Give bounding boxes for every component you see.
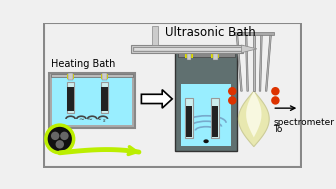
Bar bbox=[68, 87, 74, 111]
Bar bbox=[67, 82, 74, 113]
Bar bbox=[49, 73, 135, 128]
Bar bbox=[100, 74, 108, 79]
Bar bbox=[186, 106, 192, 137]
Circle shape bbox=[60, 132, 69, 140]
Bar bbox=[133, 46, 243, 51]
Bar bbox=[134, 48, 243, 50]
Text: spectrometer: spectrometer bbox=[273, 118, 334, 127]
Polygon shape bbox=[246, 91, 261, 137]
Polygon shape bbox=[242, 45, 257, 53]
Bar bbox=[102, 73, 107, 81]
Bar bbox=[211, 98, 219, 138]
Bar bbox=[185, 98, 193, 138]
Bar bbox=[187, 51, 192, 60]
Bar bbox=[211, 53, 219, 58]
Bar bbox=[100, 82, 108, 113]
Polygon shape bbox=[141, 90, 172, 108]
Circle shape bbox=[271, 96, 280, 105]
Bar bbox=[234, 32, 274, 35]
Circle shape bbox=[55, 140, 64, 149]
Circle shape bbox=[271, 87, 280, 95]
Ellipse shape bbox=[203, 139, 209, 143]
Circle shape bbox=[46, 125, 74, 153]
Polygon shape bbox=[253, 33, 255, 91]
Bar bbox=[52, 76, 132, 125]
Polygon shape bbox=[239, 91, 269, 147]
Bar bbox=[212, 106, 218, 137]
Bar bbox=[67, 74, 74, 79]
Text: $\sim\sim\sim_s$: $\sim\sim\sim_s$ bbox=[77, 116, 107, 125]
Text: Heating Bath: Heating Bath bbox=[50, 59, 115, 69]
Bar bbox=[131, 45, 243, 53]
Bar bbox=[185, 53, 193, 58]
Polygon shape bbox=[259, 33, 262, 91]
Bar bbox=[101, 87, 108, 111]
Bar bbox=[175, 51, 237, 151]
Circle shape bbox=[228, 96, 237, 105]
Text: Ultrasonic Bath: Ultrasonic Bath bbox=[165, 26, 255, 39]
Polygon shape bbox=[236, 33, 242, 91]
Polygon shape bbox=[245, 33, 248, 91]
Text: To: To bbox=[273, 125, 283, 134]
Circle shape bbox=[228, 87, 237, 95]
Polygon shape bbox=[265, 33, 271, 91]
Bar bbox=[68, 73, 73, 81]
Bar bbox=[152, 26, 158, 45]
Bar bbox=[181, 84, 232, 146]
Circle shape bbox=[51, 132, 59, 140]
Bar bbox=[178, 52, 235, 57]
Bar bbox=[213, 51, 218, 60]
Bar bbox=[51, 74, 133, 77]
